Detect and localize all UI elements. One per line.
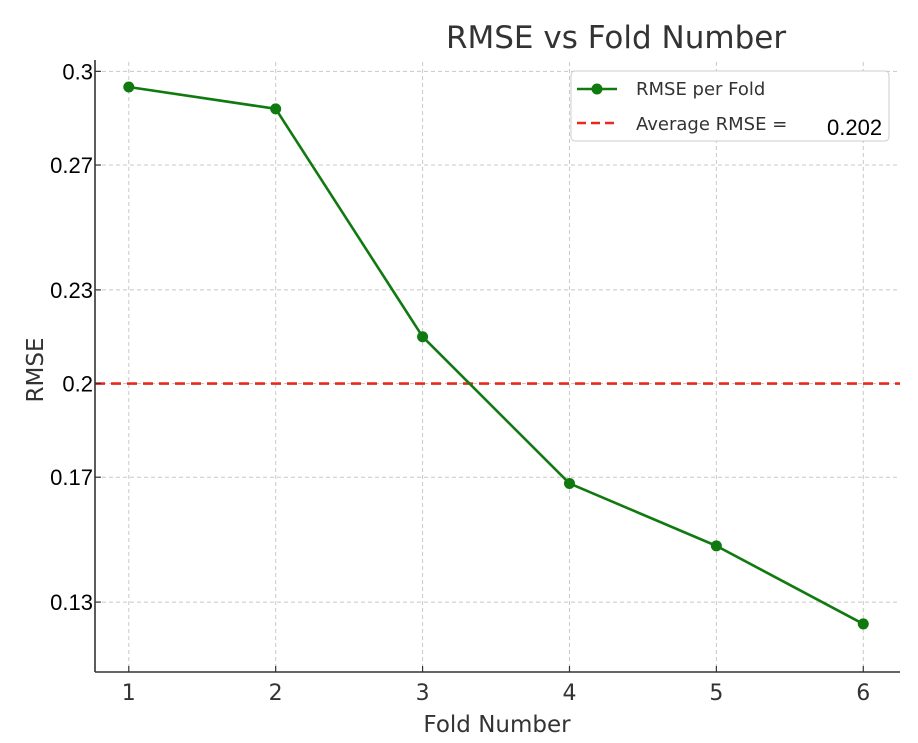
y-tick-label-2: 0.17 — [50, 465, 93, 490]
y-tick-label-3: 0.2 — [62, 372, 93, 397]
x-axis-label: Fold Number — [423, 712, 571, 738]
x-tick-label-2: 2 — [269, 681, 283, 706]
axes — [94, 60, 900, 673]
data-point-fold-3 — [417, 331, 429, 343]
series-lines — [123, 81, 869, 630]
tick-labels: 1 2 3 4 5 6 0.13 0.17 0.2 0.23 0.27 0.3 — [50, 59, 870, 706]
x-tick-label-1: 1 — [122, 681, 136, 706]
x-tick-label-3: 3 — [416, 681, 430, 706]
y-tick-label-5: 0.27 — [50, 153, 93, 178]
data-point-fold-2 — [270, 103, 282, 115]
y-tick-label-6: 0.3 — [62, 59, 93, 84]
legend-average-label: Average RMSE = — [636, 114, 793, 135]
y-tick-label-1: 0.13 — [50, 590, 93, 615]
legend-box — [570, 70, 890, 142]
data-point-fold-6 — [857, 618, 869, 630]
series-line-rmse-per-fold — [128, 85, 864, 626]
data-point-fold-5 — [710, 540, 722, 552]
legend-average-value: 0.202 — [827, 115, 882, 140]
x-tick-label-4: 4 — [562, 681, 576, 706]
data-point-fold-1 — [123, 81, 135, 93]
legend: RMSE per Fold Average RMSE = 0.202 — [570, 70, 890, 142]
x-tick-label-5: 5 — [709, 681, 723, 706]
y-tick-label-4: 0.23 — [50, 278, 93, 303]
chart-title: RMSE vs Fold Number — [446, 20, 786, 56]
legend-series-label: RMSE per Fold — [636, 79, 765, 100]
y-axis-label: RMSE — [23, 338, 49, 403]
x-tick-label-6: 6 — [856, 681, 870, 706]
legend-series-marker-swatch — [591, 83, 603, 95]
data-point-fold-4 — [563, 477, 575, 489]
